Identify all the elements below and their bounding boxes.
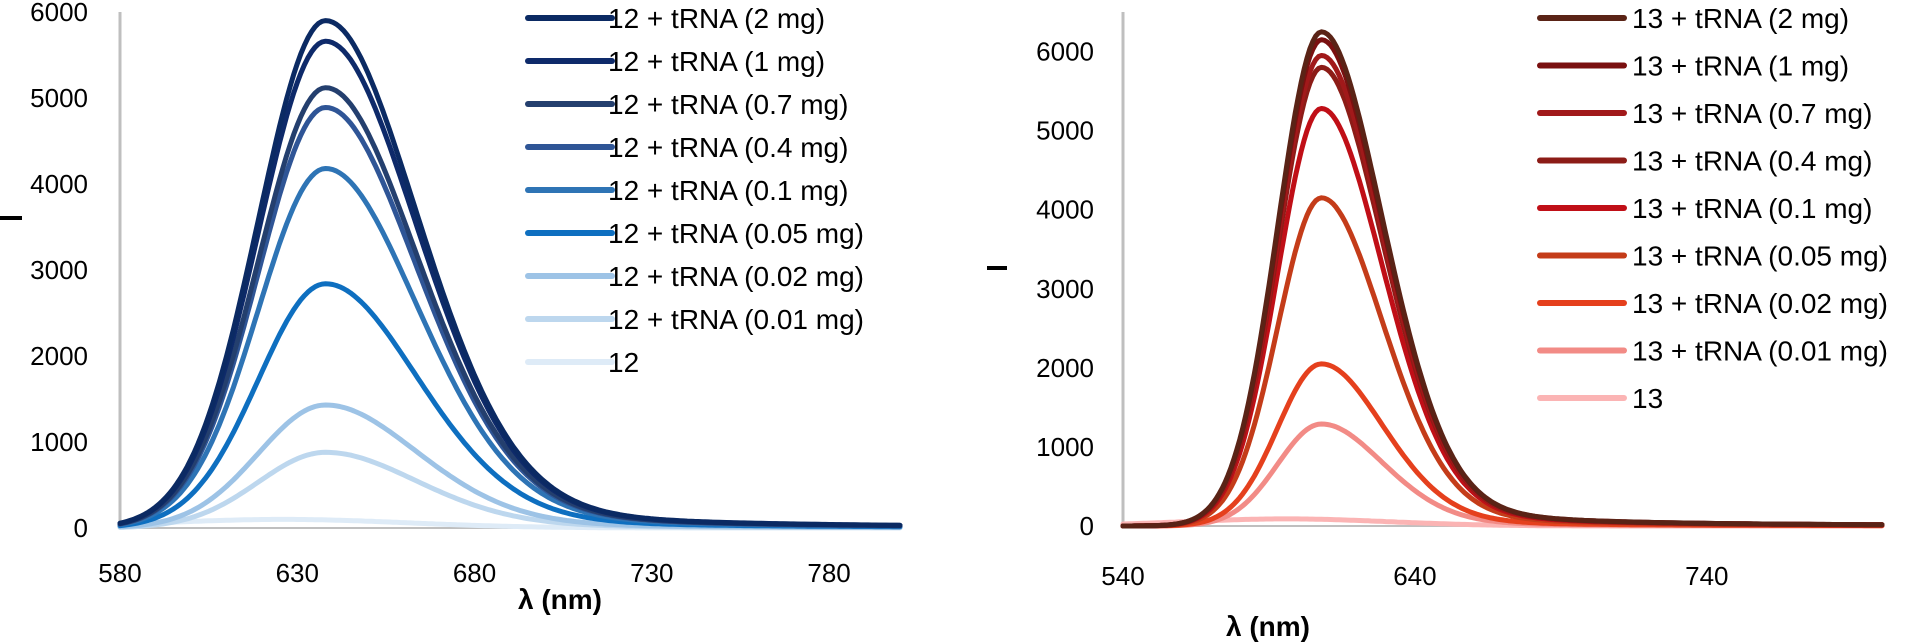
y-tick-label: 2000 [1036,353,1094,383]
legend-item: 12 + tRNA (0.01 mg) [525,304,864,335]
legend-label: 12 + tRNA (0.01 mg) [608,304,864,335]
legend-label: 12 [608,347,639,378]
legend-item: 12 + tRNA (0.1 mg) [525,175,848,206]
x-tick-label: 540 [1101,561,1144,591]
legend-item: 13 + tRNA (0.7 mg) [1537,98,1872,129]
legend-item: 12 + tRNA (0.02 mg) [525,261,864,292]
legend-label: 13 [1632,383,1663,414]
y-tick-label: 1000 [30,427,88,457]
legend-label: 13 + tRNA (0.1 mg) [1632,193,1872,224]
legend-item: 13 + tRNA (2 mg) [1537,3,1849,34]
legend-label: 12 + tRNA (2 mg) [608,3,825,34]
x-tick-label: 630 [276,558,319,588]
x-tick-label: 740 [1685,561,1728,591]
x-tick-label: 640 [1393,561,1436,591]
x-tick-labels: 580 630 680 730 780 [98,558,850,588]
y-tick-label: 5000 [30,83,88,113]
y-tick-label: 3000 [1036,274,1094,304]
y-axis-title-mark [987,266,1007,270]
legend-label: 13 + tRNA (0.01 mg) [1632,336,1888,367]
legend-item: 13 + tRNA (0.02 mg) [1537,288,1888,319]
legend-item: 12 + tRNA (0.05 mg) [525,218,864,249]
series-line [1120,29,1885,529]
legend-label: 12 + tRNA (0.4 mg) [608,132,848,163]
y-tick-label: 2000 [30,341,88,371]
legend-item: 13 + tRNA (0.4 mg) [1537,146,1872,177]
y-tick-labels: 0 1000 2000 3000 4000 5000 6000 [1036,37,1094,541]
legend-item: 12 + tRNA (1 mg) [525,46,825,77]
legend-label: 13 + tRNA (0.4 mg) [1632,146,1872,177]
legend-label: 13 + tRNA (1 mg) [1632,51,1849,82]
y-tick-label: 5000 [1036,116,1094,146]
legend-item: 13 + tRNA (1 mg) [1537,51,1849,82]
legend-label: 13 + tRNA (2 mg) [1632,3,1849,34]
y-tick-label: 4000 [1036,195,1094,225]
legend-item: 13 [1537,383,1663,414]
y-axis-title-mark [0,216,22,220]
legend-label: 13 + tRNA (0.02 mg) [1632,288,1888,319]
legend-item: 13 + tRNA (0.05 mg) [1537,241,1888,272]
legend-label: 12 + tRNA (1 mg) [608,46,825,77]
y-tick-label: 0 [74,513,88,543]
legend-label: 13 + tRNA (0.7 mg) [1632,98,1872,129]
legend-label: 12 + tRNA (0.02 mg) [608,261,864,292]
y-tick-label: 3000 [30,255,88,285]
y-tick-label: 6000 [30,0,88,27]
y-tick-labels: 0 1000 2000 3000 4000 5000 6000 [30,0,88,543]
x-axis-title: λ (nm) [1226,611,1310,642]
legend-label: 12 + tRNA (0.1 mg) [608,175,848,206]
legend-item: 13 + tRNA (0.01 mg) [1537,336,1888,367]
y-tick-label: 0 [1080,511,1094,541]
legend-item: 12 + tRNA (0.7 mg) [525,89,848,120]
legend-item: 12 [525,347,639,378]
series-curves [117,18,903,531]
legend-label: 13 + tRNA (0.05 mg) [1632,241,1888,272]
series-curves [1120,29,1885,529]
legend: 12 + tRNA (2 mg) 12 + tRNA (1 mg) 12 + tRN… [525,3,864,378]
legend-label: 12 + tRNA (0.7 mg) [608,89,848,120]
legend-item: 13 + tRNA (0.1 mg) [1537,193,1872,224]
y-tick-label: 1000 [1036,432,1094,462]
x-tick-labels: 540 640 740 [1101,561,1728,591]
x-tick-label: 680 [453,558,496,588]
legend-item: 12 + tRNA (2 mg) [525,3,825,34]
y-tick-label: 4000 [30,169,88,199]
x-tick-label: 730 [630,558,673,588]
chart-right: 0 1000 2000 3000 4000 5000 6000 540 640 740 13 +… [987,3,1888,642]
x-tick-label: 580 [98,558,141,588]
x-tick-label: 780 [807,558,850,588]
legend-item: 12 + tRNA (0.4 mg) [525,132,848,163]
x-axis-title: λ (nm) [518,584,602,615]
legend: 13 + tRNA (2 mg) 13 + tRNA (1 mg) 13 + tRN… [1537,3,1888,414]
chart-left: 0 1000 2000 3000 4000 5000 6000 580 630 680 730 78… [0,0,903,615]
series-line [117,18,903,528]
legend-label: 12 + tRNA (0.05 mg) [608,218,864,249]
y-tick-label: 6000 [1036,37,1094,67]
